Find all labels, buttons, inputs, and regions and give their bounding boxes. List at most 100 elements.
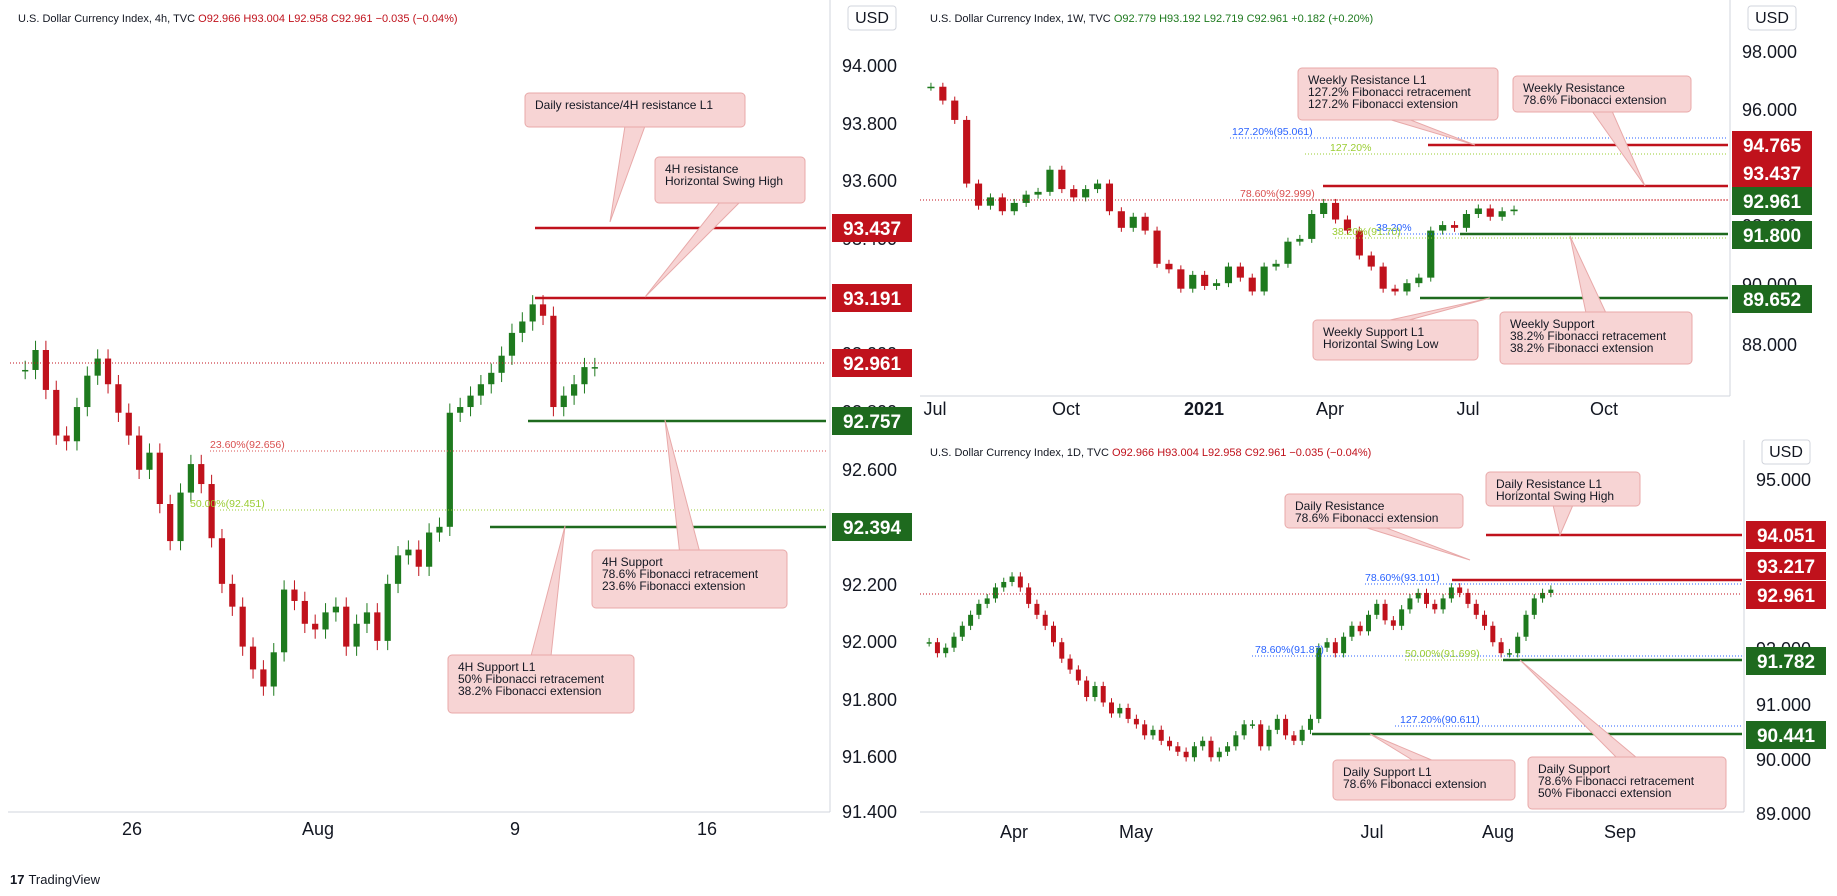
candle-body xyxy=(1201,274,1209,286)
callout-text: 4H Support xyxy=(602,555,663,569)
candle-body xyxy=(1407,598,1413,610)
candle-body xyxy=(1316,647,1322,719)
candle-body xyxy=(998,197,1006,212)
callout-box xyxy=(1284,493,1464,529)
y-tick-label: 88.000 xyxy=(1742,335,1797,355)
y-tick-label: 94.000 xyxy=(842,56,897,76)
candle-body xyxy=(1498,211,1506,217)
candle-body xyxy=(1208,740,1214,758)
tradingview-brand[interactable]: 17 TradingView xyxy=(10,872,100,887)
price-tag-label: 91.782 xyxy=(1757,652,1815,673)
fib-level-label: 78.60%(92.999) xyxy=(1240,188,1315,200)
candles xyxy=(22,295,598,696)
price-tag-support xyxy=(1732,285,1812,313)
callout-box xyxy=(1499,311,1693,365)
candle-body xyxy=(1266,729,1272,747)
callout-pointer xyxy=(1569,235,1607,314)
callout-text: 78.6% Fibonacci extension xyxy=(1295,511,1438,525)
candle-body xyxy=(94,358,101,376)
price-tag-support xyxy=(1732,221,1812,249)
candle-body xyxy=(1424,592,1429,604)
callout-box xyxy=(447,654,635,714)
legend-l: L92.958 xyxy=(288,13,331,25)
callout-pointer xyxy=(530,525,566,657)
brand-name: TradingView xyxy=(28,872,101,887)
currency-badge xyxy=(1747,5,1797,31)
y-tick-label: 91.400 xyxy=(842,802,897,822)
candle-body xyxy=(477,384,484,396)
candle-body xyxy=(1026,587,1032,604)
x-tick-label: 16 xyxy=(697,819,717,839)
chart-panel-2: U.S. Dollar Currency Index, 1W, TVC O92.… xyxy=(920,0,1812,419)
candle-body xyxy=(992,587,998,599)
callout-text: Horizontal Swing Low xyxy=(1323,337,1439,351)
callout-pointer xyxy=(1387,118,1476,146)
x-tick-label: Apr xyxy=(1000,822,1028,842)
chart-title: U.S. Dollar Currency Index, 1W, TVC xyxy=(930,13,1114,25)
candle-body xyxy=(529,304,536,322)
callout-text: 78.6% Fibonacci extension xyxy=(1343,777,1486,791)
candle-body xyxy=(1212,283,1221,286)
candle-body xyxy=(1059,642,1065,659)
candle-body xyxy=(32,350,39,370)
fib-level-label: 38.20% xyxy=(1376,222,1412,234)
candle-body xyxy=(1105,183,1114,212)
y-tick-label: 91.000 xyxy=(1756,695,1811,715)
y-tick-label: 98.000 xyxy=(1742,42,1797,62)
candle-body xyxy=(1486,208,1494,217)
price-tag-label: 89.652 xyxy=(1743,290,1801,311)
price-tag-support xyxy=(1746,647,1826,675)
callout-text: 38.2% Fibonacci retracement xyxy=(1510,329,1667,343)
currency-label: USD xyxy=(1769,444,1803,461)
callout-text: 78.6% Fibonacci extension xyxy=(1523,93,1666,107)
candle-body xyxy=(1109,702,1114,714)
candle-body xyxy=(1042,614,1048,626)
legend-o: O92.966 xyxy=(1112,447,1157,459)
y-tick-label: 92.600 xyxy=(842,460,897,480)
candle-body xyxy=(63,435,70,442)
candle-body xyxy=(239,606,246,647)
candle-body xyxy=(1100,686,1106,703)
legend-c: C92.961 xyxy=(331,13,376,25)
callout-text: Horizontal Swing High xyxy=(1496,489,1614,503)
candle-body xyxy=(1506,653,1512,655)
callout-box xyxy=(654,156,806,204)
callout-text: 4H resistance xyxy=(665,162,739,176)
chart-panel-1: U.S. Dollar Currency Index, 4h, TVC O92.… xyxy=(8,0,912,839)
price-tag-label: 92.961 xyxy=(843,354,902,375)
fib-level-label: 127.20%(95.061) xyxy=(1232,126,1313,138)
price-tag-support xyxy=(1746,721,1826,749)
y-tick-label: 93.600 xyxy=(842,171,897,191)
price-tag-resistance xyxy=(832,284,912,312)
x-tick-label: Jul xyxy=(1456,399,1479,419)
candle-body xyxy=(1274,718,1280,730)
candle-body xyxy=(156,452,163,504)
price-tag-label: 93.437 xyxy=(843,219,901,240)
candle-body xyxy=(519,321,526,333)
candle-body xyxy=(968,614,974,626)
candle-body xyxy=(1490,625,1496,643)
chart-legend: U.S. Dollar Currency Index, 1D, TVC O92.… xyxy=(930,447,1371,459)
fib-level-label: 50.00%(91.699) xyxy=(1405,648,1480,660)
candle-body xyxy=(1183,751,1189,758)
callout-text: Weekly Resistance xyxy=(1523,81,1625,95)
candle-body xyxy=(1165,263,1173,270)
candle-body xyxy=(1093,183,1102,190)
chart-legend: U.S. Dollar Currency Index, 1W, TVC O92.… xyxy=(930,13,1373,25)
candle-body xyxy=(1341,636,1347,654)
candle-body xyxy=(104,358,112,385)
candle-body xyxy=(1248,277,1256,292)
candle-body xyxy=(1382,603,1388,621)
callout-text: 50% Fibonacci extension xyxy=(1538,786,1671,800)
price-tag-label: 93.217 xyxy=(1757,557,1815,578)
candle-body xyxy=(1058,169,1066,190)
candle-body xyxy=(1084,680,1090,697)
price-tag-label: 90.441 xyxy=(1757,726,1816,747)
candle-body xyxy=(1241,724,1247,736)
candle-body xyxy=(1379,266,1387,289)
candle-body xyxy=(1366,614,1371,632)
candle-body xyxy=(1010,202,1018,212)
